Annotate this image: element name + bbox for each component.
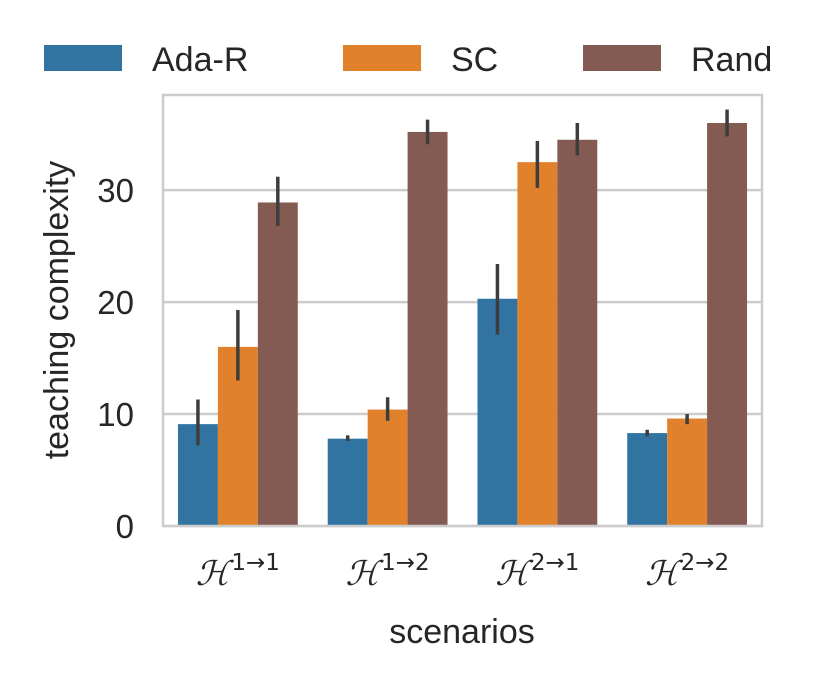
legend-label-rand: Rand <box>691 41 772 79</box>
bar-rand-3 <box>557 139 598 526</box>
error-bars <box>196 109 729 446</box>
x-tick-base: ℋ <box>495 554 534 594</box>
x-tick-label: ℋ2→2 <box>645 550 729 594</box>
legend-label-sc: SC <box>451 41 498 79</box>
bar-ada-r-2 <box>327 438 368 526</box>
x-tick-superscript: 1→2 <box>381 550 430 576</box>
y-axis-label: teaching complexity <box>38 161 76 460</box>
bars <box>177 122 748 527</box>
x-tick-superscript: 2→1 <box>531 550 580 576</box>
y-tick-label: 20 <box>97 284 134 321</box>
x-tick-superscript: 1→1 <box>231 550 280 576</box>
y-tick-label: 10 <box>97 396 134 433</box>
bar-ada-r-3 <box>477 298 518 526</box>
x-axis-label: scenarios <box>389 613 535 651</box>
bar-rand-1 <box>257 202 298 526</box>
x-tick-label: ℋ1→2 <box>346 550 430 594</box>
legend: Ada-R SC Rand <box>44 41 772 79</box>
legend-swatch-ada-r <box>44 45 122 71</box>
legend-swatch-sc <box>343 45 421 71</box>
x-tick-base: ℋ <box>196 554 235 594</box>
x-tick-label: ℋ1→1 <box>196 550 280 594</box>
bar-rand-4 <box>707 122 748 527</box>
plot-frame <box>161 93 764 528</box>
x-tick-base: ℋ <box>645 554 684 594</box>
y-tick-label: 0 <box>116 508 134 545</box>
x-tick-superscript: 2→2 <box>681 550 730 576</box>
bar-sc-3 <box>517 162 558 527</box>
x-tick-label: ℋ2→1 <box>495 550 579 594</box>
bar-rand-2 <box>407 131 448 526</box>
legend-swatch-rand <box>583 45 661 71</box>
x-tick-base: ℋ <box>346 554 385 594</box>
y-tick-label: 30 <box>97 172 134 209</box>
x-ticks: ℋ1→1 ℋ1→2 ℋ2→1 ℋ2→2 <box>196 550 729 594</box>
legend-label-ada-r: Ada-R <box>152 41 248 79</box>
y-ticks: 0 10 20 30 <box>97 172 134 545</box>
bar-ada-r-4 <box>627 433 668 526</box>
bar-sc-4 <box>667 418 708 526</box>
bar-sc-2 <box>367 409 408 526</box>
